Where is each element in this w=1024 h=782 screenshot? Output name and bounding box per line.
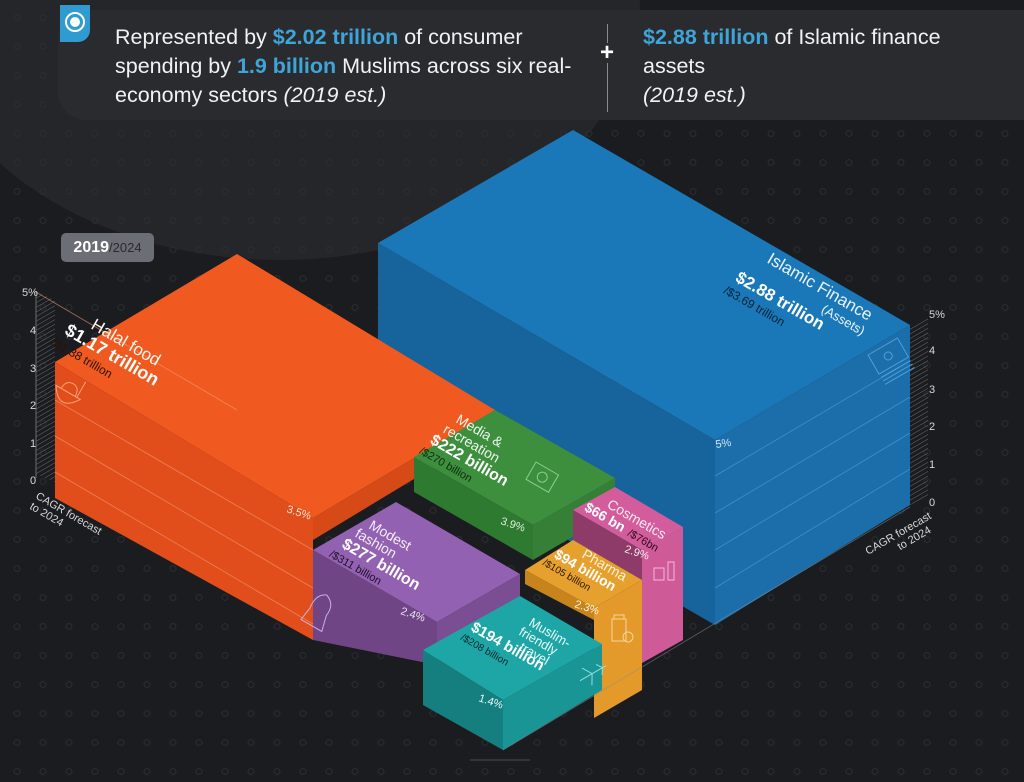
svg-text:1: 1 xyxy=(929,459,935,471)
consumer-spending-summary: Represented by $2.02 trillion of consume… xyxy=(115,25,572,107)
svg-text:1: 1 xyxy=(30,438,36,450)
pill-bottle-icon xyxy=(611,614,634,643)
svg-text:3: 3 xyxy=(929,384,935,396)
block-media-recreation[interactable]: Media & recreation $222 billion /$270 bi… xyxy=(414,403,615,560)
year-toggle[interactable]: 2019/2024 xyxy=(61,233,154,262)
population-total: 1.9 billion xyxy=(236,54,337,78)
header-divider xyxy=(607,24,608,112)
svg-text:5%: 5% xyxy=(22,287,38,299)
svg-text:2: 2 xyxy=(30,400,36,412)
svg-text:4: 4 xyxy=(929,345,935,357)
block-pharma[interactable]: Pharma $94 billion /$105 billion 2.3% xyxy=(525,531,642,718)
target-circle-icon xyxy=(60,5,90,42)
svg-text:0: 0 xyxy=(929,497,935,509)
header-panel xyxy=(58,10,1024,120)
svg-text:3: 3 xyxy=(30,363,36,375)
svg-text:5%: 5% xyxy=(715,437,733,451)
finance-total: $2.88 trillion xyxy=(643,25,769,49)
block-muslim-friendly-travel[interactable]: Muslim- friendly travel $194 billion /$2… xyxy=(423,596,611,750)
spending-total: $2.02 trillion xyxy=(272,25,399,49)
svg-text:0: 0 xyxy=(30,475,36,487)
cosmetics-icon xyxy=(653,561,675,581)
svg-text:4: 4 xyxy=(30,325,36,337)
block-modest-fashion[interactable]: Modest fashion $277 billion /$311 billio… xyxy=(300,502,520,665)
hijab-icon xyxy=(300,594,332,633)
block-halal-food[interactable]: Halal food $1.17 trillion /$1.38 trillio… xyxy=(35,254,495,640)
noodle-bowl-icon xyxy=(55,381,87,404)
svg-text:5%: 5% xyxy=(929,309,945,321)
plus-icon: + xyxy=(597,41,617,65)
svg-text:2: 2 xyxy=(929,421,935,433)
banknote-icon xyxy=(867,337,915,385)
finance-assets-summary: $2.88 trillion of Islamic finance assets… xyxy=(643,25,941,107)
play-screen-icon xyxy=(525,461,560,494)
floor-guides xyxy=(470,506,911,761)
airplane-icon xyxy=(579,664,607,686)
